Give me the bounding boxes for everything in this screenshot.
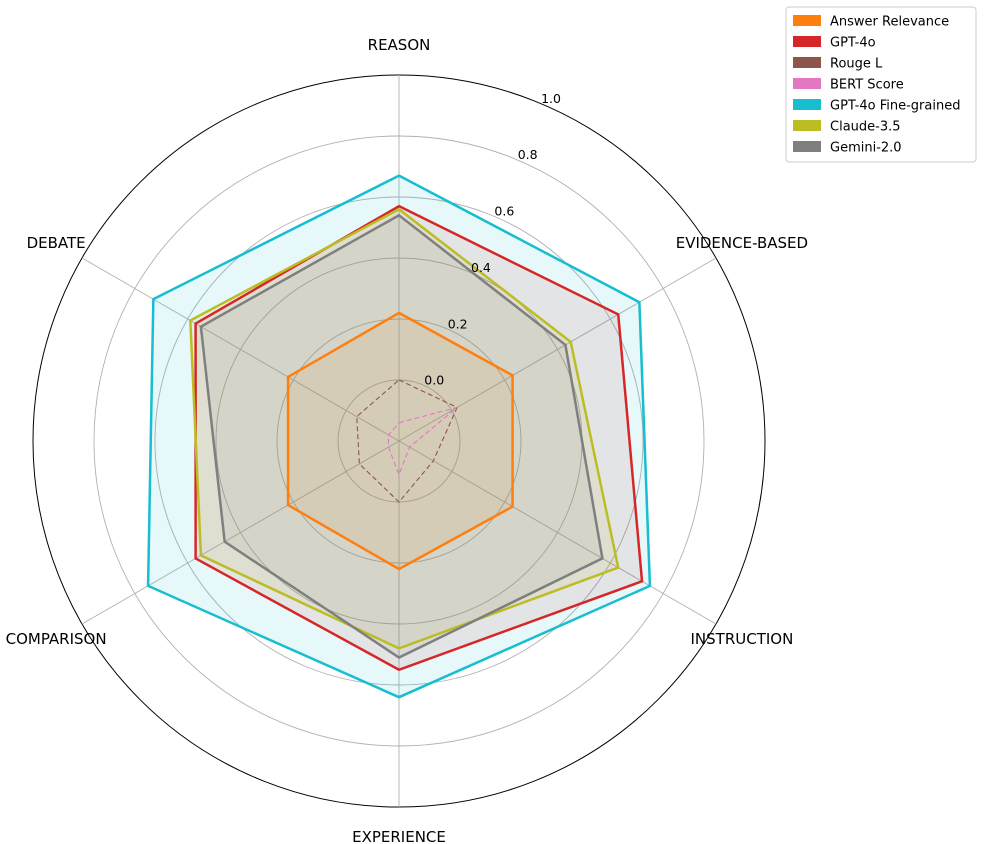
series-line-gpt-4o-fine-grained (146, 174, 652, 699)
spoke-instruction (398, 440, 717, 625)
series-line-claude-3-5 (189, 207, 620, 650)
series-line-layer (146, 174, 652, 699)
series-line-bert-score (387, 406, 458, 477)
legend: Answer Relevance GPT-4o Rouge L BERT Score G… (785, 6, 977, 163)
tick-label-layer: 0.0 0.2 0.4 0.6 0.8 1.0 (424, 91, 561, 388)
axis-label-reason: REASON (368, 36, 431, 54)
legend-swatch-gpt-4o-fine-grained (793, 99, 821, 110)
tick-label-1-0: 1.0 (541, 91, 561, 106)
tick-label-0-8: 0.8 (518, 147, 538, 162)
tick-label-0-6: 0.6 (494, 204, 514, 219)
series-line-gemini-2-0 (199, 213, 604, 659)
legend-swatch-claude-3-5 (793, 120, 821, 131)
axis-label-evidence-based: EVIDENCE-BASED (676, 234, 808, 252)
fill-answer-relevance (288, 312, 513, 570)
tick-label-0-2: 0.2 (448, 316, 468, 331)
spoke-evidence-based (398, 257, 717, 442)
legend-swatch-rouge-l (793, 57, 821, 68)
legend-swatch-gpt-4o (793, 36, 821, 47)
legend-frame (785, 6, 977, 163)
axis-label-instruction: INSTRUCTION (690, 630, 793, 648)
spoke-comparison (81, 440, 400, 625)
tick-label-0-4: 0.4 (471, 260, 491, 275)
legend-swatch-gemini-2-0 (793, 141, 821, 152)
axis-label-layer: REASON EVIDENCE-BASED INSTRUCTION EXPERIENC… (6, 36, 808, 844)
axis-label-debate: DEBATE (27, 234, 86, 252)
legend-label-bert-score: BERT Score (830, 78, 904, 93)
legend-label-gpt-4o: GPT-4o (830, 36, 876, 51)
legend-swatch-answer-relevance (793, 15, 821, 26)
fill-gpt-4o (195, 206, 643, 670)
series-line-gpt-4o (194, 204, 644, 672)
fill-gemini-2-0 (200, 215, 603, 658)
legend-label-claude-3-5: Claude-3.5 (830, 120, 901, 135)
legend-label-gpt-4o-fine-grained: GPT-4o Fine-grained (830, 99, 960, 114)
tick-label-0-0: 0.0 (424, 373, 444, 388)
spoke-debate (81, 257, 400, 442)
fill-claude-3-5 (190, 209, 619, 649)
axis-label-experience: EXPERIENCE (352, 828, 446, 844)
legend-label-rouge-l: Rouge L (830, 57, 883, 72)
legend-label-gemini-2-0: Gemini-2.0 (830, 141, 902, 156)
axis-label-comparison: COMPARISON (6, 630, 107, 648)
legend-swatch-bert-score (793, 78, 821, 89)
series-line-answer-relevance (286, 311, 514, 571)
legend-label-answer-relevance: Answer Relevance (830, 15, 949, 30)
